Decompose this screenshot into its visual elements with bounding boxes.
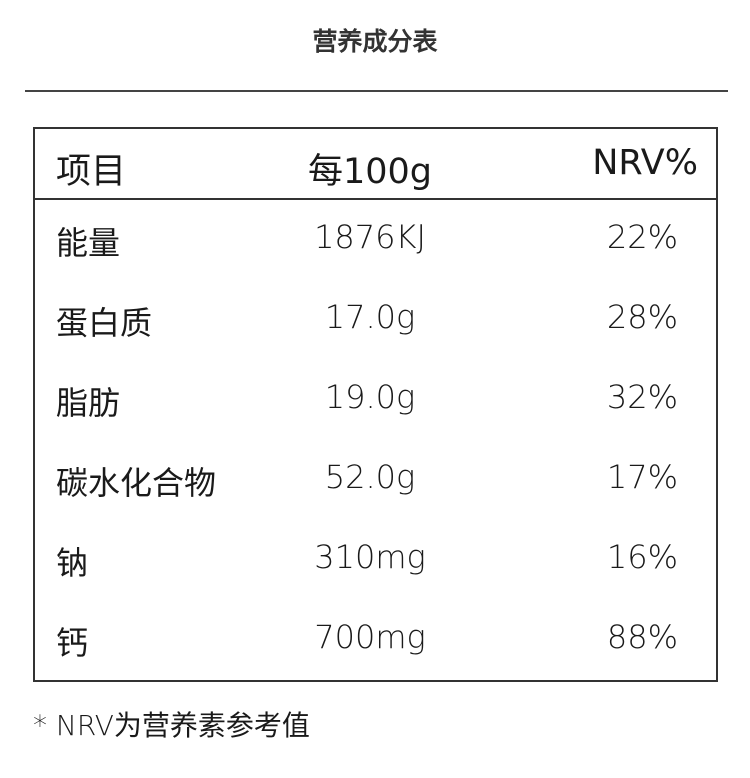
nutrient-name: 能量	[56, 224, 121, 262]
footnote: * NRV为营养素参考值	[33, 709, 310, 742]
divider	[25, 90, 728, 92]
table-row: 碳水化合物 52.0g 17%	[35, 440, 716, 520]
header-nrv: NRV%	[592, 143, 698, 183]
nrv-percent: 22%	[606, 218, 678, 256]
nrv-percent: 28%	[606, 298, 678, 336]
amount-per-100g: 1876KJ	[314, 218, 426, 256]
amount-per-100g: 17.0g	[324, 298, 416, 336]
nutrient-name: 钠	[56, 544, 89, 582]
page-title: 营养成分表	[312, 27, 438, 56]
nrv-percent: 17%	[606, 458, 678, 496]
header-per-100g: 每100g	[307, 152, 433, 192]
table-row: 钙 700mg 88%	[35, 600, 716, 680]
table-header: 项目 每100g NRV%	[35, 129, 716, 200]
nrv-percent: 32%	[606, 378, 678, 416]
amount-per-100g: 19.0g	[324, 378, 416, 416]
nutrition-table: 项目 每100g NRV% 能量 1876KJ 22% 蛋白质 17.0g 28% 脂肪 19…	[33, 127, 718, 682]
nutrient-name: 脂肪	[56, 384, 121, 422]
table-row: 脂肪 19.0g 32%	[35, 360, 716, 440]
header-item: 项目	[56, 152, 127, 192]
nrv-percent: 16%	[606, 538, 678, 576]
amount-per-100g: 310mg	[314, 538, 426, 576]
nutrient-name: 钙	[56, 624, 89, 662]
table-row: 钠 310mg 16%	[35, 520, 716, 600]
amount-per-100g: 52.0g	[324, 458, 416, 496]
nutrient-name: 碳水化合物	[56, 464, 217, 502]
amount-per-100g: 700mg	[314, 618, 426, 656]
nutrient-name: 蛋白质	[56, 304, 153, 342]
nrv-percent: 88%	[606, 618, 678, 656]
table-row: 能量 1876KJ 22%	[35, 200, 716, 280]
table-row: 蛋白质 17.0g 28%	[35, 280, 716, 360]
